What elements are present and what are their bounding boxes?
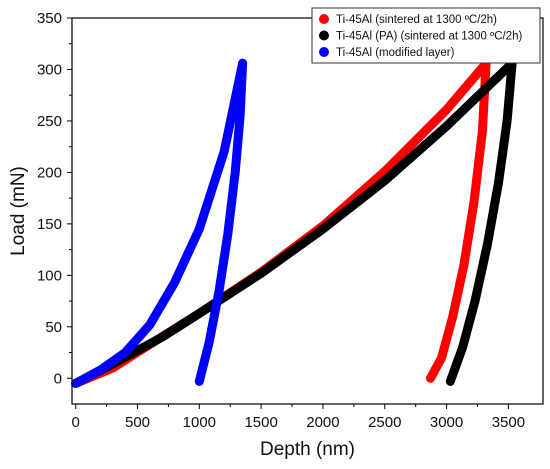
x-tick-label-2: 1000	[183, 414, 216, 431]
y-tick-label-5: 250	[37, 113, 62, 130]
y-tick-label-1: 50	[45, 319, 62, 336]
x-tick-label-4: 2000	[306, 414, 339, 431]
legend-marker-1	[319, 30, 329, 41]
legend-marker-0	[319, 14, 329, 24]
series-1-loading-curve	[71, 58, 517, 388]
chart-ticks: 0 500 1000 1500 2000 2500 3000 3500 0 50 100 150 200…	[37, 10, 525, 431]
y-axis-title: Load (mN)	[8, 166, 29, 256]
x-axis-title: Depth (nm)	[260, 439, 355, 460]
x-tick-label-0: 0	[72, 414, 80, 431]
x-tick-label-7: 3500	[492, 414, 525, 431]
plot-frame	[71, 17, 544, 405]
x-tick-label-6: 3000	[430, 414, 463, 431]
y-tick-label-0: 0	[54, 370, 62, 387]
chart-legend: Ti-45Al (sintered at 1300 ºC/2h) Ti-45Al …	[311, 7, 541, 64]
chart-axes	[71, 17, 544, 405]
x-tick-label-3: 1500	[244, 414, 277, 431]
legend-label-2: Ti-45Al (modified layer)	[336, 47, 455, 59]
chart-marks	[71, 58, 517, 388]
x-tick-label-5: 2500	[368, 414, 401, 431]
x-tick-label-1: 500	[125, 414, 150, 431]
series-2-loading-curve	[71, 58, 248, 388]
y-tick-label-4: 200	[37, 164, 62, 181]
series-0-unloading-curve	[426, 58, 491, 383]
series-2-unloading-curve	[194, 58, 248, 386]
legend-marker-2	[319, 47, 329, 57]
legend-box	[311, 7, 541, 64]
series-1-unloading-curve	[445, 58, 517, 386]
y-tick-label-2: 100	[37, 267, 62, 284]
legend-label-0: Ti-45Al (sintered at 1300 ºC/2h)	[336, 14, 497, 26]
y-tick-label-3: 150	[37, 216, 62, 233]
y-tick-label-6: 300	[37, 61, 62, 78]
y-tick-label-7: 350	[37, 10, 62, 27]
legend-label-1: Ti-45Al (PA) (sintered at 1300 ºC/2h)	[336, 31, 523, 43]
